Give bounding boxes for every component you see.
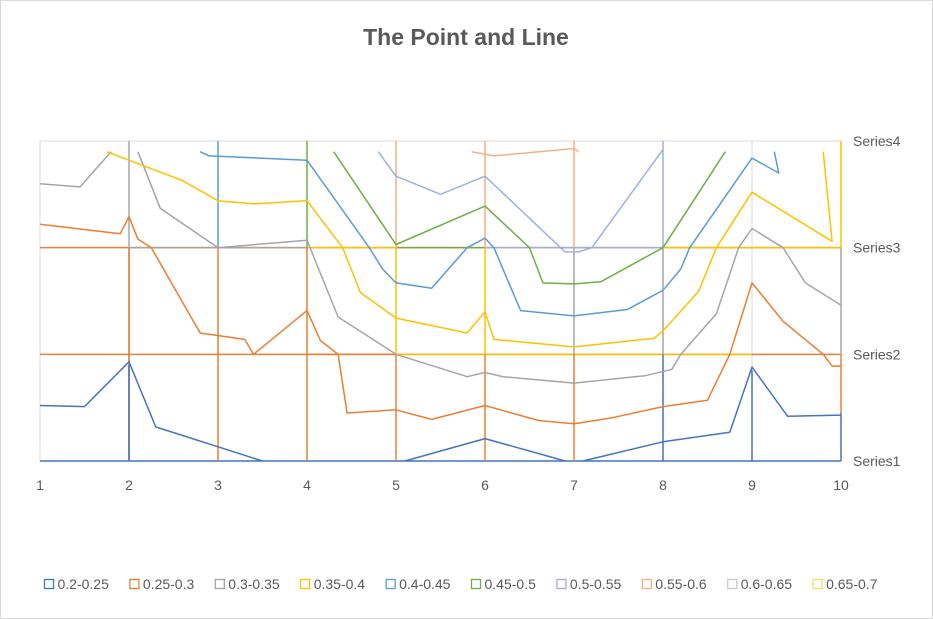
legend-item[interactable]: 0.2-0.25 bbox=[43, 576, 110, 592]
x-tick-label: 1 bbox=[36, 477, 44, 493]
legend-item[interactable]: 0.6-0.65 bbox=[727, 576, 793, 592]
contour-line bbox=[404, 437, 566, 462]
legend-swatch bbox=[727, 578, 738, 590]
contour-line bbox=[39, 215, 841, 425]
x-tick-label: 5 bbox=[392, 477, 400, 493]
x-tick-label: 2 bbox=[125, 477, 133, 493]
contour-line bbox=[39, 361, 263, 462]
legend-item[interactable]: 0.4-0.45 bbox=[385, 576, 451, 592]
contour-line bbox=[471, 147, 579, 157]
legend-item[interactable]: 0.65-0.7 bbox=[812, 576, 878, 592]
legend-label: 0.25-0.3 bbox=[143, 576, 195, 592]
legend-swatch bbox=[300, 578, 311, 590]
y-series-label: Series1 bbox=[853, 453, 901, 469]
y-series-label: Series4 bbox=[853, 133, 901, 149]
x-tick-label: 6 bbox=[481, 477, 489, 493]
legend-item[interactable]: 0.5-0.55 bbox=[556, 576, 622, 592]
legend-item[interactable]: 0.45-0.5 bbox=[470, 576, 537, 592]
legend-swatch bbox=[43, 578, 55, 590]
legend-label: 0.65-0.7 bbox=[826, 576, 878, 592]
legend-item[interactable]: 0.55-0.6 bbox=[641, 576, 707, 592]
x-tick-label: 7 bbox=[570, 477, 578, 493]
contour-line bbox=[39, 151, 112, 188]
legend-label: 0.4-0.45 bbox=[399, 576, 451, 592]
legend-label: 0.2-0.25 bbox=[58, 576, 110, 592]
contour-line bbox=[582, 366, 842, 462]
contour-line bbox=[199, 151, 780, 317]
chart-title: The Point and Line bbox=[363, 24, 569, 50]
legend-item[interactable]: 0.35-0.4 bbox=[300, 576, 366, 592]
legend-item[interactable]: 0.25-0.3 bbox=[129, 576, 195, 592]
legend-swatch bbox=[641, 578, 652, 590]
x-tick-label: 8 bbox=[659, 477, 667, 493]
legend-swatch bbox=[812, 578, 823, 590]
x-tick-label: 9 bbox=[748, 477, 756, 493]
legend[interactable]: 0.2-0.25 0.25-0.3 0.3-0.35 0.35-0.4 0.4-0.45… bbox=[43, 576, 878, 592]
contour-line bbox=[106, 150, 833, 348]
legend-swatch bbox=[470, 578, 482, 590]
legend-swatch bbox=[556, 578, 567, 590]
legend-swatch bbox=[129, 578, 140, 590]
legend-label: 0.6-0.65 bbox=[741, 576, 793, 592]
legend-swatch bbox=[385, 578, 396, 590]
contour-line bbox=[333, 151, 726, 285]
x-tick-label: 4 bbox=[303, 477, 311, 493]
contour-layer bbox=[39, 141, 842, 462]
x-tick-label: 3 bbox=[214, 477, 222, 493]
legend-label: 0.5-0.55 bbox=[570, 576, 622, 592]
contour-line bbox=[377, 149, 664, 253]
legend-label: 0.3-0.35 bbox=[228, 576, 280, 592]
y-series-label: Series3 bbox=[853, 240, 901, 256]
legend-swatch bbox=[214, 578, 225, 590]
y-series-label: Series2 bbox=[853, 346, 901, 362]
legend-label: 0.55-0.6 bbox=[655, 576, 707, 592]
contour-line bbox=[137, 151, 842, 384]
legend-item[interactable]: 0.3-0.35 bbox=[214, 576, 280, 592]
legend-label: 0.45-0.5 bbox=[485, 576, 537, 592]
x-tick-label: 10 bbox=[833, 477, 849, 493]
legend-label: 0.35-0.4 bbox=[314, 576, 366, 592]
